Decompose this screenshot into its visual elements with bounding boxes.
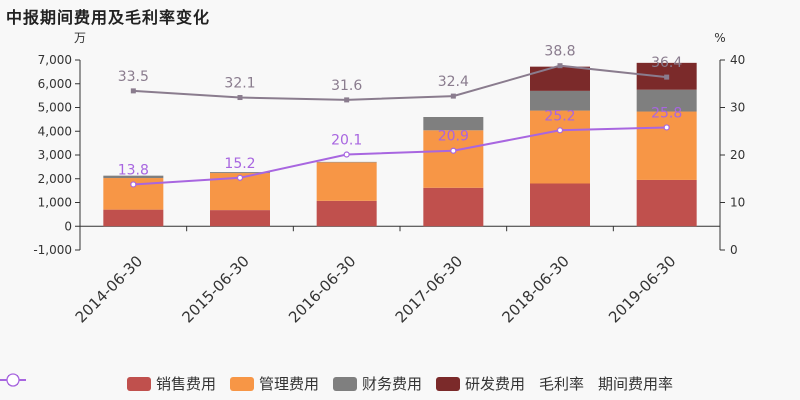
line-point	[343, 151, 350, 158]
line-point	[663, 124, 670, 131]
bar-segment	[103, 175, 164, 179]
x-tick-label: 2019-06-30	[605, 252, 679, 326]
legend-label: 研发费用	[465, 375, 526, 393]
legend-label: 期间费用率	[598, 375, 674, 393]
line-point	[556, 127, 564, 134]
legend-item[interactable]: 财务费用	[332, 373, 422, 394]
legend-item[interactable]: 销售费用	[126, 373, 216, 394]
data-label: 13.8	[118, 162, 149, 178]
legend-swatch	[436, 376, 460, 391]
legend-label: 毛利率	[539, 375, 585, 393]
bar-segment	[530, 66, 590, 91]
line-point	[236, 174, 244, 181]
legend-swatch	[332, 376, 357, 391]
data-label: 20.9	[438, 129, 469, 145]
data-label: 25.8	[651, 105, 682, 121]
right-tick-label: 30	[730, 101, 745, 115]
line-point	[450, 93, 456, 99]
legend-label: 财务费用	[361, 375, 422, 393]
data-label: 33.5	[118, 69, 149, 85]
bar-segment	[210, 210, 270, 227]
x-tick-label: 2015-06-30	[178, 252, 252, 326]
bar-segment	[530, 110, 590, 184]
line-series-1	[133, 64, 667, 101]
data-label: 38.8	[544, 44, 575, 60]
left-tick-label: 2,000	[38, 172, 72, 186]
legend-item[interactable]: 毛利率	[0, 373, 585, 394]
bar-segment	[423, 187, 484, 227]
legend-item[interactable]: 研发费用	[436, 373, 525, 394]
left-axis-unit: 万	[74, 31, 86, 45]
bar-segment	[103, 209, 164, 227]
x-tick-label: 2016-06-30	[285, 252, 359, 326]
x-tick-label: 2014-06-30	[72, 252, 146, 326]
line-point	[344, 97, 350, 103]
right-tick-label: 10	[730, 196, 745, 210]
bar-segment	[636, 111, 697, 180]
bar-segment	[423, 117, 484, 131]
right-axis-unit: %	[714, 31, 725, 45]
left-tick-label: 6,000	[38, 77, 72, 91]
bar-segment	[423, 130, 484, 188]
line-point	[664, 74, 670, 80]
bar-segment	[636, 89, 697, 112]
x-tick-label: 2017-06-30	[392, 252, 466, 326]
legend-label: 管理费用	[258, 375, 319, 393]
data-label: 25.2	[544, 108, 575, 124]
bar-segment	[316, 200, 377, 227]
bar-segment	[530, 183, 590, 227]
data-label: 36.4	[651, 55, 682, 71]
left-tick-label: -1,000	[33, 243, 72, 257]
chart-title: 中报期间费用及毛利率变化	[6, 8, 211, 27]
line-point	[130, 88, 136, 94]
legend-swatch	[229, 376, 254, 391]
line-point	[237, 95, 243, 101]
left-tick-label: 4,000	[38, 124, 72, 138]
data-label: 32.1	[224, 76, 255, 92]
legend-line-symbol	[0, 373, 26, 387]
legend-label: 销售费用	[155, 375, 216, 393]
legend: 销售费用 管理费用 财务费用 研发费用 毛利率 期间费用率	[0, 373, 800, 394]
right-tick-label: 40	[730, 53, 745, 67]
data-label: 20.1	[331, 133, 362, 149]
legend-item[interactable]: 管理费用	[229, 373, 319, 394]
line-point	[450, 147, 457, 154]
line-point	[130, 181, 137, 188]
data-label: 15.2	[224, 156, 255, 172]
data-label: 32.4	[438, 74, 469, 90]
bar-segment	[636, 179, 697, 227]
legend-swatch	[126, 376, 151, 391]
left-tick-label: 3,000	[38, 148, 72, 162]
bar-segment	[316, 162, 377, 201]
left-tick-label: 5,000	[38, 101, 72, 115]
x-tick-label: 2018-06-30	[498, 252, 572, 326]
data-label: 31.6	[331, 78, 362, 94]
right-tick-label: 20	[730, 148, 745, 162]
line-series-2	[133, 126, 667, 186]
left-tick-label: 0	[64, 219, 72, 233]
bar-segment	[210, 172, 270, 174]
left-tick-label: 7,000	[38, 53, 72, 67]
legend-item[interactable]: 期间费用率	[0, 373, 674, 394]
line-point	[557, 63, 563, 69]
bar-segment	[530, 90, 590, 111]
right-tick-label: 0	[730, 243, 738, 257]
left-tick-label: 1,000	[38, 196, 72, 210]
